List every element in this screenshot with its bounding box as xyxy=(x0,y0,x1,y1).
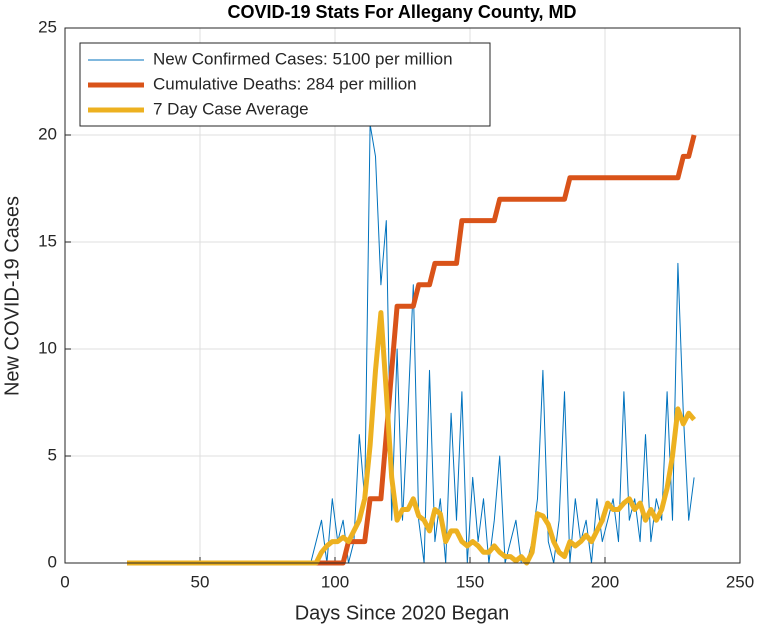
x-tick-label: 100 xyxy=(321,572,349,591)
y-tick-label: 25 xyxy=(38,17,57,36)
x-tick-label: 250 xyxy=(726,572,754,591)
x-tick-label: 0 xyxy=(60,572,69,591)
y-tick-label: 10 xyxy=(38,338,57,357)
y-tick-label: 5 xyxy=(48,445,57,464)
y-tick-label: 0 xyxy=(48,552,57,571)
legend-label: 7 Day Case Average xyxy=(153,99,309,118)
y-tick-label: 15 xyxy=(38,231,57,250)
plot-frame xyxy=(64,27,741,564)
y-axis-label: New COVID-19 Cases xyxy=(1,196,23,396)
legend: New Confirmed Cases: 5100 per million Cum… xyxy=(79,42,491,127)
legend-box xyxy=(79,42,491,127)
x-tick-label: 50 xyxy=(191,572,210,591)
x-tick-label: 150 xyxy=(456,572,484,591)
x-tick-label: 200 xyxy=(591,572,619,591)
x-axis-label: Days Since 2020 Began xyxy=(295,602,510,624)
chart-title: COVID-19 Stats For Allegany County, MD xyxy=(227,2,576,22)
legend-label: New Confirmed Cases: 5100 per million xyxy=(153,49,453,68)
legend-label: Cumulative Deaths: 284 per million xyxy=(153,74,417,93)
y-tick-label: 20 xyxy=(38,124,57,143)
